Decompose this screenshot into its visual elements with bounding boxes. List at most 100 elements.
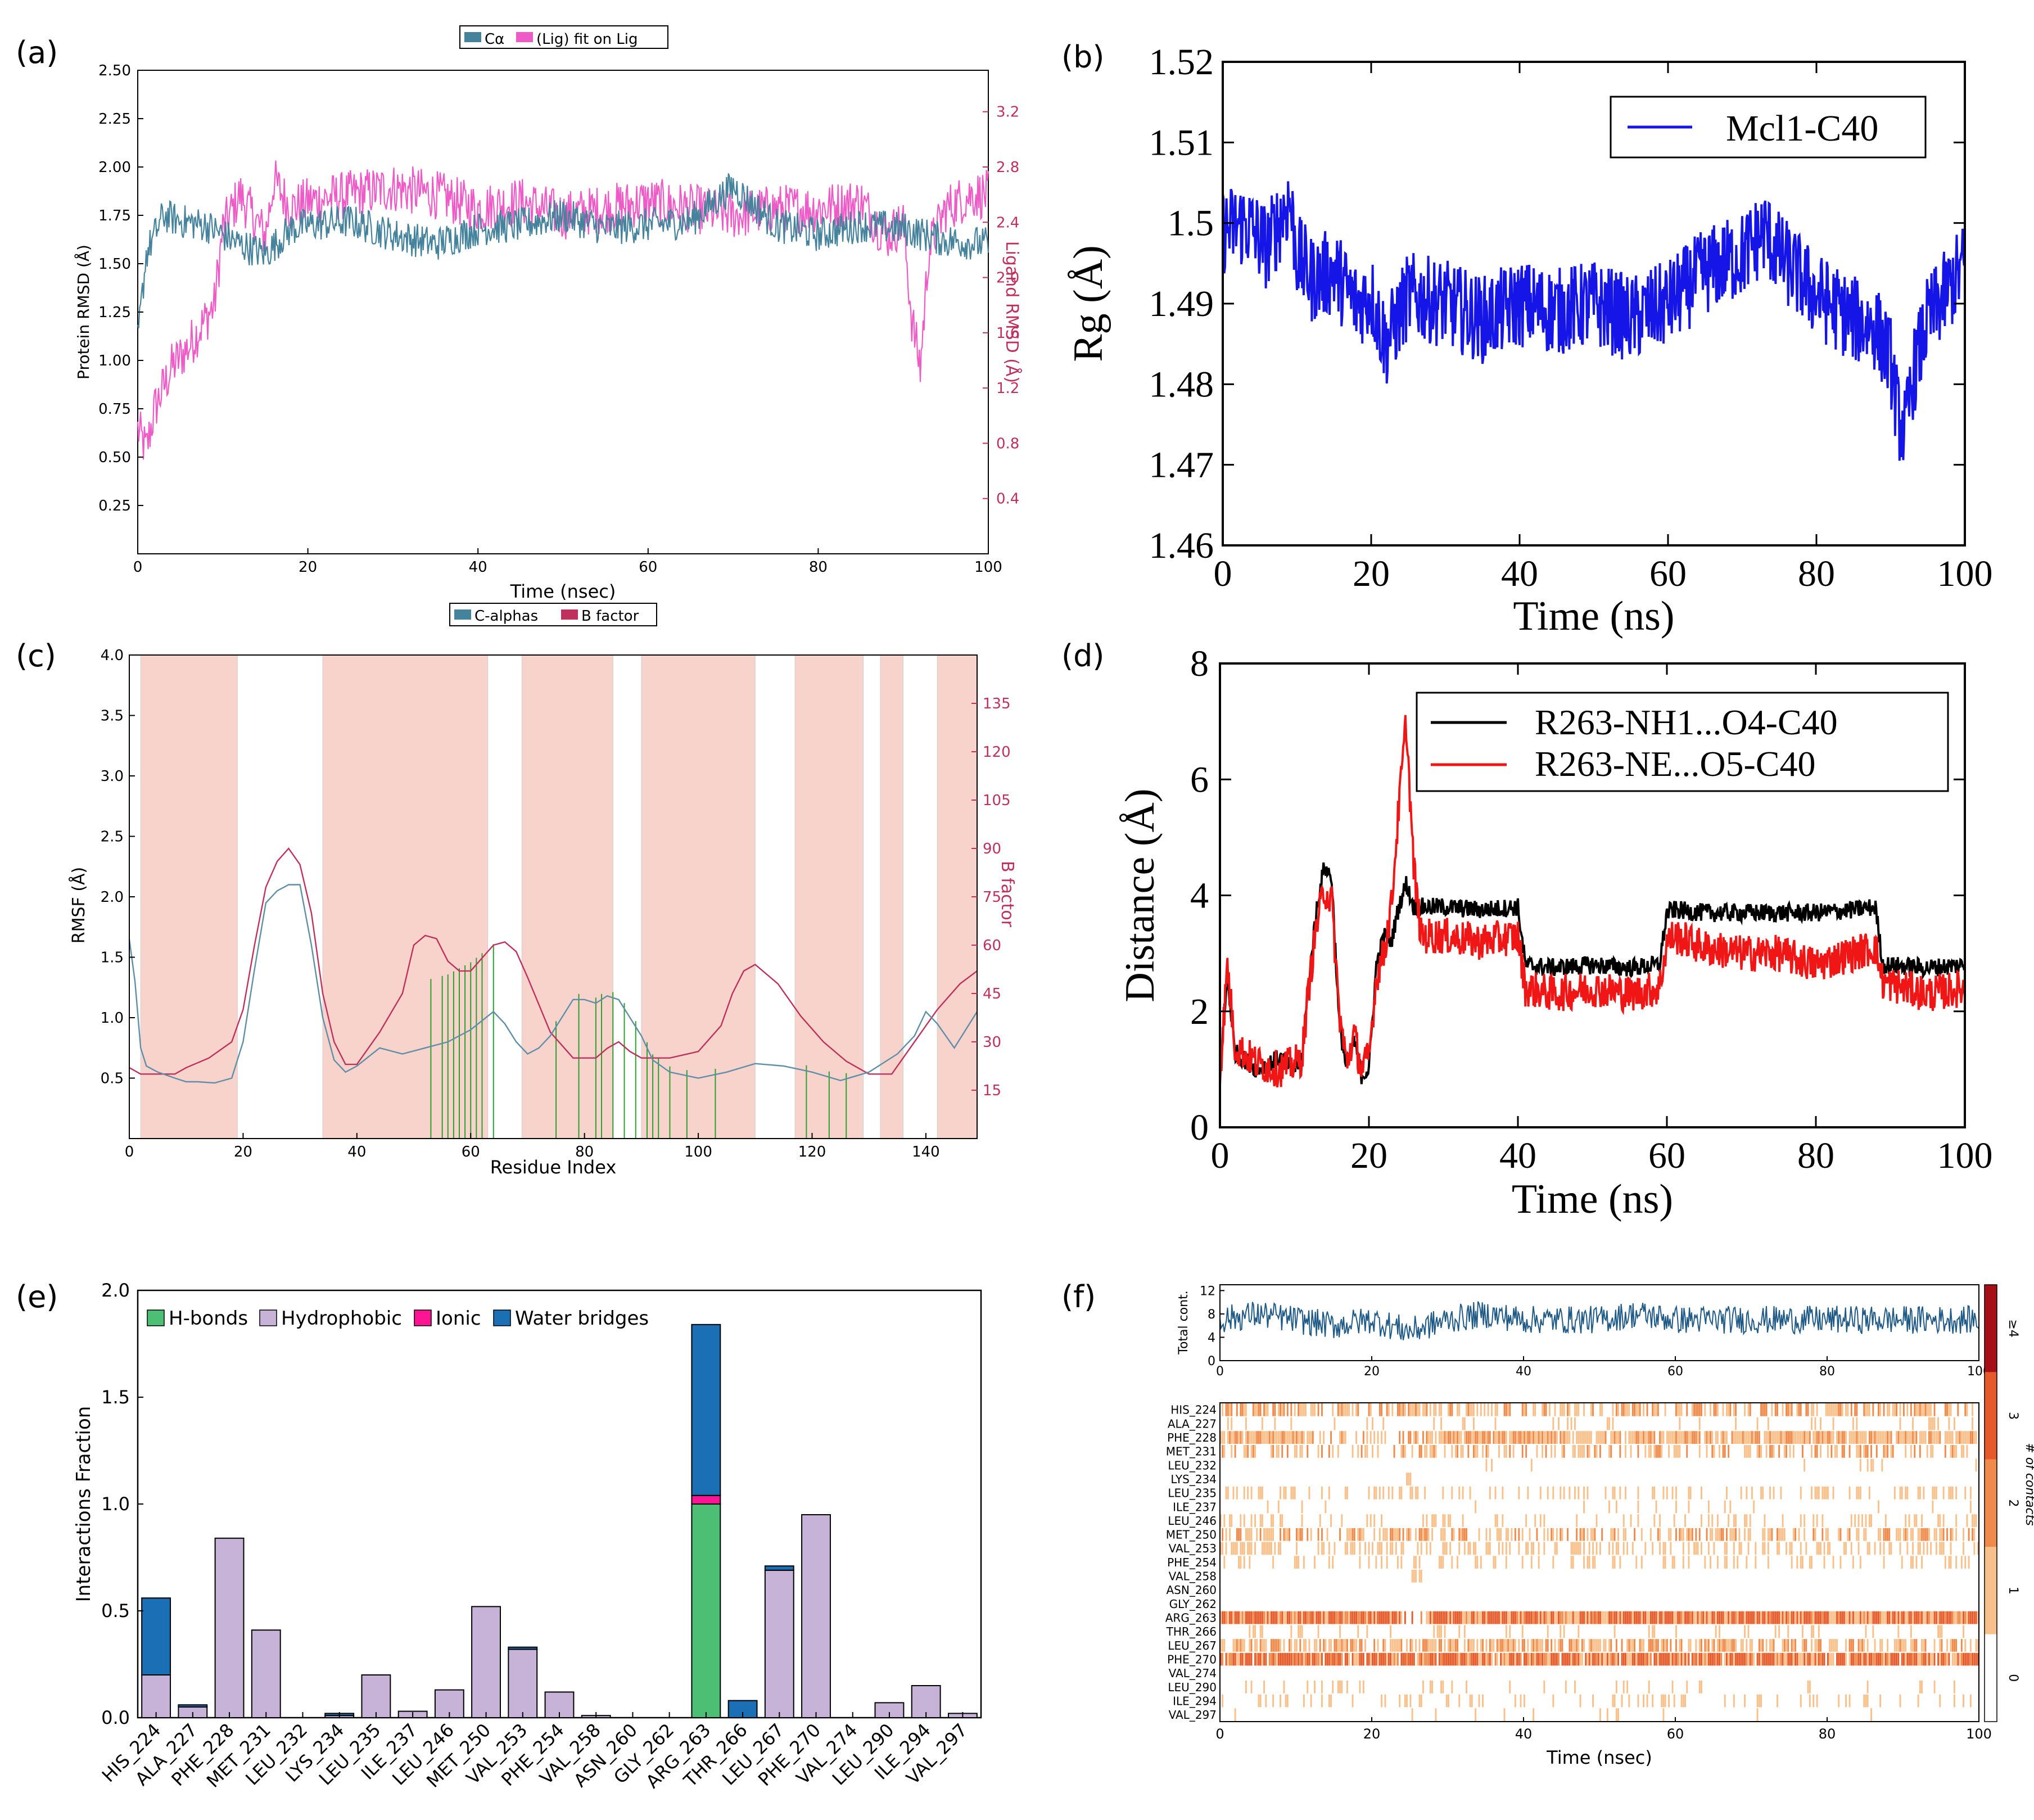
y-tick-label: 4.0 — [101, 647, 124, 664]
y-tick-label: 1.25 — [98, 304, 131, 321]
contact-cells-phe-270 — [1227, 1652, 1961, 1666]
heatmap-row-label: ARG_263 — [1165, 1611, 1217, 1625]
contact-cells-phe-254 — [1223, 1556, 1970, 1569]
top-x-tick-label: 20 — [1364, 1365, 1380, 1379]
contact-cells-val-297 — [1234, 1708, 1872, 1721]
contact-cells-ala-227 — [1227, 1417, 1973, 1430]
heatmap-row-label: LEU_232 — [1168, 1458, 1217, 1472]
x-tick-label: 100 — [974, 559, 1002, 576]
contact-cells-val-258 — [1411, 1569, 1422, 1583]
panel-label-e: (e) — [16, 1279, 58, 1315]
heatmap-row-label: LEU_290 — [1168, 1681, 1217, 1694]
x-tick-label: 20 — [234, 1144, 252, 1160]
x-tick-label: 80 — [1798, 553, 1835, 594]
y-tick-label: 6 — [1190, 759, 1209, 800]
heatmap-row-label: MET_250 — [1166, 1528, 1217, 1542]
panel-label-f: (f) — [1061, 1279, 1096, 1315]
legend-swatch-ionic — [414, 1309, 432, 1326]
panel-label-c: (c) — [16, 638, 56, 674]
bar-water-bridges-segment — [764, 1565, 794, 1571]
y-tick-label: 1.0 — [101, 1010, 124, 1027]
nh1-distance-line — [1219, 862, 1966, 1085]
legend-label-ionic: Ionic — [436, 1307, 481, 1330]
heatmap-row-label: PHE_270 — [1167, 1652, 1217, 1666]
heatmap-row-label: LEU_267 — [1168, 1639, 1217, 1652]
x-tick-label: 0 — [1214, 553, 1232, 594]
panel-e-interactions-chart: HIS_224ALA_227PHE_228MET_231LEU_232LYS_2… — [73, 1280, 982, 1792]
y-right-tick-label: 75 — [983, 889, 1001, 906]
top-y-axis-title: Total cont. — [1177, 1290, 1191, 1355]
contact-cells-phe-270 — [1220, 1652, 1979, 1666]
heatmap-row-label: ALA_227 — [1168, 1417, 1217, 1430]
heatmap-row-label: ASN_260 — [1166, 1583, 1217, 1597]
colorbar-tick-label: 3 — [2006, 1412, 2020, 1420]
bar-water-bridges-segment — [508, 1646, 538, 1650]
total-contacts-line — [1219, 1301, 1979, 1340]
colorbar-tick-label: 1 — [2006, 1587, 2020, 1595]
panel-c-rmsf-chart: 0 20 40 60 80 100 120 140 0.5 1.0 1.5 2.0 2.5 3.0 3.5 4… — [69, 603, 1017, 1178]
contact-cells-his-224 — [1225, 1403, 1967, 1416]
legend-box — [1416, 692, 1949, 792]
contact-cells-leu-267 — [1220, 1639, 1979, 1652]
y-right-tick-label: 1.6 — [996, 325, 1019, 342]
y-tick-label: 0.25 — [98, 498, 131, 514]
y-tick-label: 0 — [1190, 1107, 1209, 1148]
rg-line — [1222, 181, 1966, 461]
bar-hydrophobic-segment — [251, 1629, 281, 1718]
contact-cells-phe-228 — [1229, 1431, 1973, 1444]
heatmap-x-tick-label: 20 — [1363, 1726, 1381, 1742]
y-tick-label: 1.0 — [101, 1493, 130, 1515]
top-y-tick-label: 12 — [1200, 1284, 1215, 1298]
x-tick-label: 100 — [1937, 1135, 1993, 1176]
x-tick-label: 80 — [575, 1144, 594, 1160]
x-tick-label: 0 — [125, 1144, 134, 1160]
heatmap-x-tick-label: 0 — [1215, 1726, 1224, 1742]
legend-label-mcl1: Mcl1-C40 — [1726, 108, 1878, 149]
y-right-tick-label: 15 — [983, 1082, 1001, 1099]
x-tick-label: 40 — [469, 559, 487, 576]
y-tick-label: 0.0 — [101, 1707, 130, 1728]
x-tick-label: 100 — [1937, 553, 1993, 594]
x-tick-label: 60 — [1648, 1135, 1685, 1176]
contact-cells-leu-232 — [1485, 1458, 1977, 1472]
legend-label-hydrophobic: Hydrophobic — [281, 1307, 402, 1330]
y-tick-label: 1.51 — [1149, 122, 1214, 163]
x-tick-label: 0 — [133, 559, 143, 576]
heatmap-row-label: MET_231 — [1166, 1445, 1217, 1458]
y-tick-label: 2.0 — [101, 889, 124, 906]
y-tick-label: 1.48 — [1149, 364, 1214, 405]
secondary-structure-band — [937, 654, 978, 1139]
top-x-tick-label: 80 — [1819, 1365, 1835, 1379]
bar-water-bridges-segment — [691, 1324, 721, 1496]
x-tick-label: 80 — [1797, 1135, 1834, 1176]
bar-hydrophobic-segment — [141, 1674, 171, 1718]
y-tick-label: 2.25 — [98, 111, 131, 128]
contact-cells-met-250 — [1222, 1528, 1973, 1541]
top-plot-frame — [1219, 1284, 1979, 1361]
secondary-structure-band — [140, 654, 238, 1139]
colorbar-tick-label: ≥4 — [2006, 1319, 2020, 1337]
contact-cells-phe-228 — [1220, 1431, 1977, 1444]
plot-frame — [137, 70, 989, 554]
y-right-tick-label: 0.4 — [996, 491, 1019, 508]
y-tick-label: 2.50 — [98, 62, 131, 79]
top-y-tick-label: 0 — [1208, 1354, 1215, 1369]
y-right-tick-label: 90 — [983, 841, 1001, 857]
y-tick-label: 2.0 — [101, 1280, 130, 1301]
colorbar-tick-label: 2 — [2006, 1500, 2020, 1507]
y-axis-title: Distance (Å) — [1117, 788, 1163, 1002]
colorbar-segment — [1985, 1459, 1997, 1547]
colorbar-segment — [1985, 1285, 1997, 1372]
ligand-rmsd-line — [137, 160, 989, 460]
legend-label-water-bridges: Water bridges — [515, 1307, 649, 1330]
y-right-tick-label: 3.2 — [996, 104, 1019, 121]
contact-cells-ile-294 — [1222, 1694, 1972, 1708]
contact-cells-val-253 — [1220, 1542, 1979, 1555]
bar-ionic-segment — [691, 1494, 721, 1505]
bar-hydrophobic-segment — [214, 1537, 245, 1719]
x-tick-label: 80 — [809, 559, 828, 576]
heatmap-row-label: VAL_297 — [1169, 1708, 1217, 1722]
contact-cells-his-224 — [1222, 1403, 1973, 1416]
